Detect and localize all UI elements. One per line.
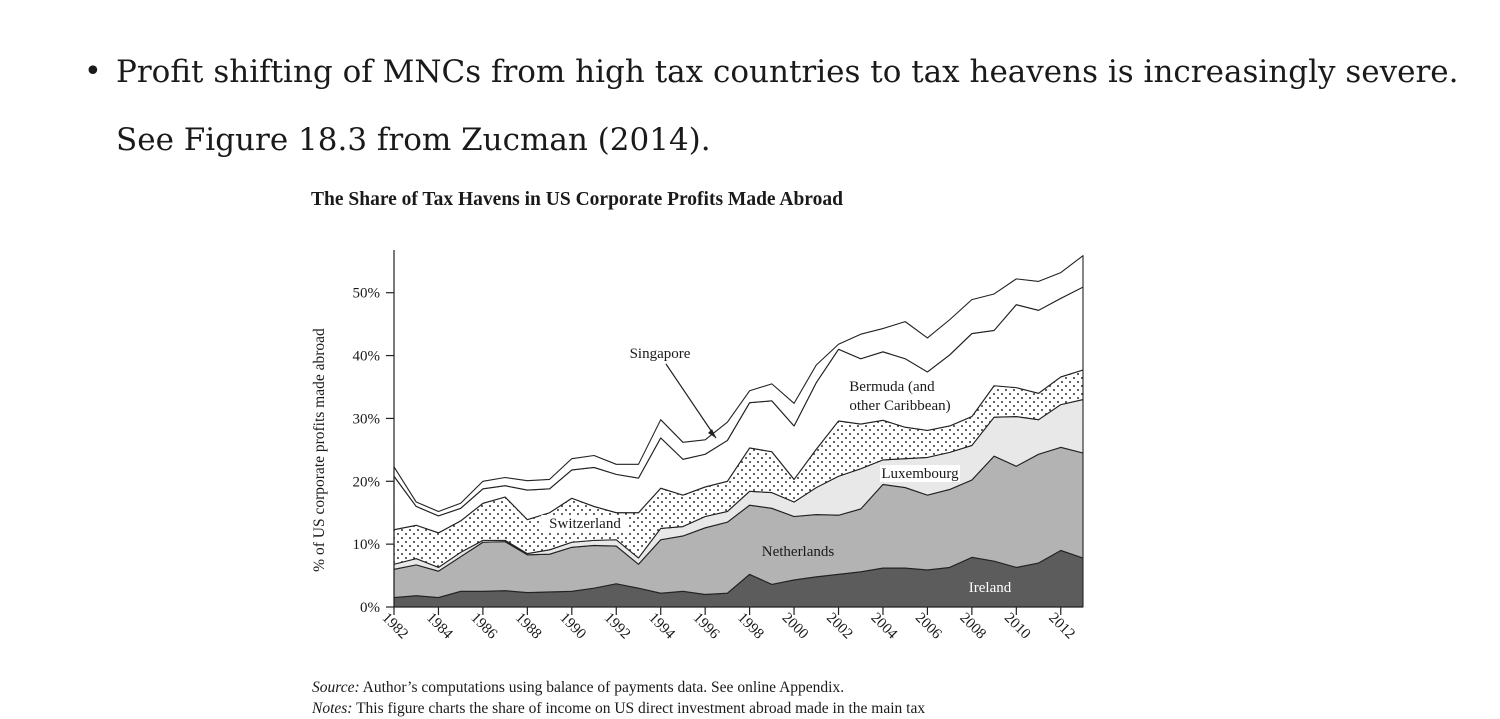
label-luxembourg: Luxembourg xyxy=(881,466,959,482)
bullet-point: • Profit shifting of MNCs from high tax … xyxy=(84,38,1464,174)
source-label: Source: xyxy=(312,679,360,696)
y-tick-label: 40% xyxy=(353,349,381,365)
x-tick-label: 2006 xyxy=(912,610,945,643)
x-tick-label: 2000 xyxy=(779,610,812,643)
source-text: Author’s computations using balance of p… xyxy=(362,679,845,696)
x-tick-label: 2002 xyxy=(823,610,856,643)
label-netherlands: Netherlands xyxy=(762,544,835,560)
bullet-line-1: Profit shifting of MNCs from high tax co… xyxy=(116,54,1459,90)
x-tick-label: 1994 xyxy=(645,610,678,643)
label-switzerland-background xyxy=(541,515,629,532)
label-ireland: Ireland xyxy=(969,580,1012,596)
figure-title: The Share of Tax Havens in US Corporate … xyxy=(311,189,843,210)
arrow-head-icon xyxy=(708,429,716,438)
label-singapore: Singapore xyxy=(630,346,691,362)
x-tick-label: 2008 xyxy=(956,610,989,643)
bullet-dot-icon: • xyxy=(84,54,102,89)
y-tick-label: 10% xyxy=(353,537,381,553)
figure-source: Source: Author’s computations using bala… xyxy=(312,679,844,697)
x-tick-label: 1992 xyxy=(601,610,634,643)
y-tick-label: 50% xyxy=(353,286,381,302)
x-tick-label: 2004 xyxy=(868,610,901,643)
x-tick-label: 2010 xyxy=(1001,610,1034,643)
area-singapore xyxy=(393,255,1084,517)
y-tick-label: 20% xyxy=(353,474,381,490)
x-tick-label: 2012 xyxy=(1045,610,1078,643)
y-tick-label: 30% xyxy=(353,411,381,427)
x-tick-label: 1998 xyxy=(734,610,767,643)
x-tick-label: 1988 xyxy=(512,610,545,643)
x-tick-label: 1986 xyxy=(467,610,500,643)
notes-label: Notes: xyxy=(312,700,353,717)
figure-notes: Notes: This figure charts the share of i… xyxy=(312,700,1112,718)
label-bermuda-line2: other Caribbean) xyxy=(849,398,950,414)
y-tick-label: 0% xyxy=(360,600,380,616)
y-axis-label: % of US corporate profits made abroad xyxy=(311,328,328,572)
label-bermuda-line1: Bermuda (and xyxy=(849,379,935,395)
x-tick-label: 1990 xyxy=(556,610,589,643)
notes-text: This figure charts the share of income o… xyxy=(356,700,926,717)
x-tick-label: 1996 xyxy=(690,610,723,643)
x-tick-label: 1982 xyxy=(379,610,412,643)
bullet-line-2: See Figure 18.3 from Zucman (2014). xyxy=(116,122,711,158)
label-switzerland: Switzerland xyxy=(549,516,621,532)
singapore-arrow-line xyxy=(665,363,717,439)
x-tick-label: 1984 xyxy=(423,610,456,643)
label-luxembourg-background xyxy=(880,465,960,482)
